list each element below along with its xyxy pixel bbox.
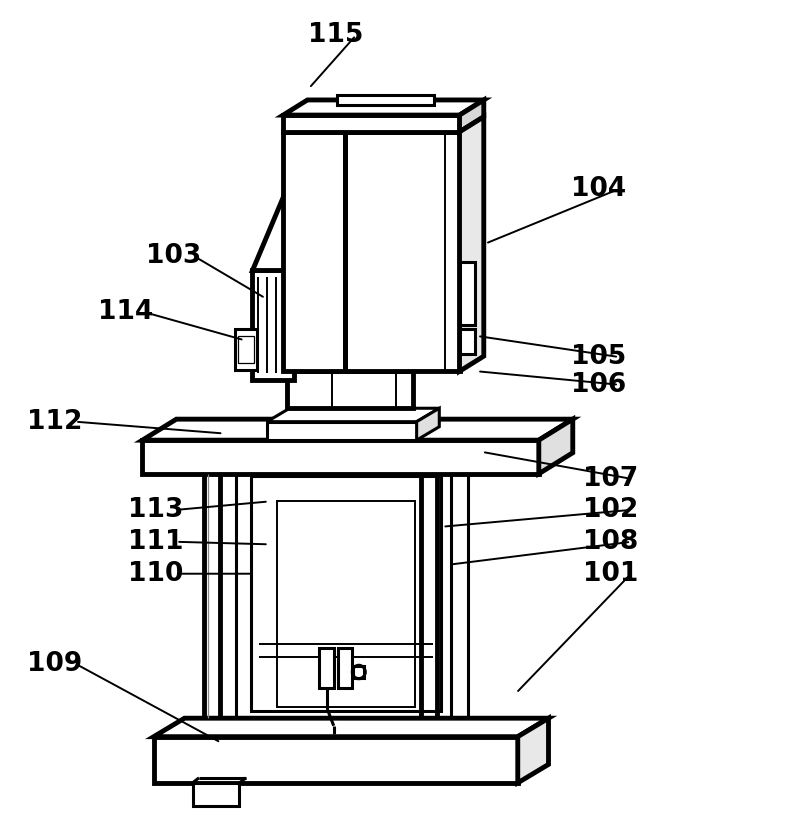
Bar xyxy=(283,132,345,371)
Polygon shape xyxy=(518,718,549,783)
Bar xyxy=(460,262,475,325)
Text: 112: 112 xyxy=(28,409,83,434)
Polygon shape xyxy=(539,419,573,474)
Bar xyxy=(154,737,518,783)
Bar xyxy=(238,336,254,363)
Text: 111: 111 xyxy=(129,529,184,554)
Bar xyxy=(353,666,364,678)
Polygon shape xyxy=(252,170,294,270)
Bar xyxy=(235,329,257,370)
Bar xyxy=(345,132,460,371)
Text: 104: 104 xyxy=(571,176,626,202)
Text: 109: 109 xyxy=(28,651,83,676)
Text: 114: 114 xyxy=(98,300,153,325)
Bar xyxy=(142,440,539,474)
Bar xyxy=(277,501,415,707)
Bar xyxy=(283,115,460,132)
Bar xyxy=(319,648,333,688)
Text: 115: 115 xyxy=(308,23,363,48)
Bar xyxy=(460,329,475,354)
Text: 101: 101 xyxy=(583,561,638,586)
Text: 107: 107 xyxy=(583,466,638,491)
Polygon shape xyxy=(154,718,549,737)
Bar xyxy=(193,783,239,806)
Polygon shape xyxy=(142,419,573,440)
Text: 105: 105 xyxy=(571,344,626,370)
Bar xyxy=(337,95,434,105)
Polygon shape xyxy=(460,117,484,371)
Bar xyxy=(251,476,441,711)
Polygon shape xyxy=(267,408,439,422)
Text: 108: 108 xyxy=(583,529,638,554)
Bar xyxy=(338,648,352,688)
Bar xyxy=(252,270,294,380)
Text: 106: 106 xyxy=(571,372,626,397)
Bar xyxy=(287,371,413,408)
Text: 110: 110 xyxy=(129,561,184,586)
Text: 102: 102 xyxy=(583,497,638,522)
Bar xyxy=(267,422,417,440)
Polygon shape xyxy=(417,408,439,440)
Polygon shape xyxy=(460,100,484,132)
Text: 103: 103 xyxy=(146,244,201,269)
Polygon shape xyxy=(283,100,484,115)
Text: 113: 113 xyxy=(129,497,184,522)
